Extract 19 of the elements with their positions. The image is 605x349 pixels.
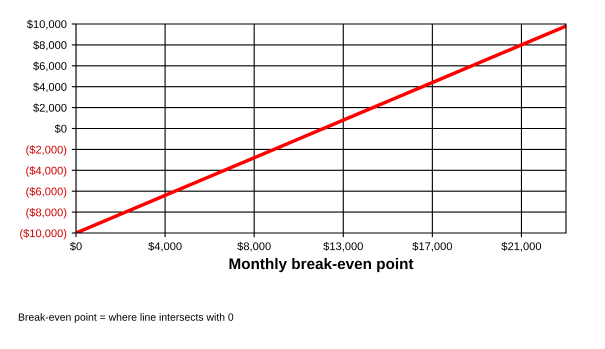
y-tick-label: $6,000 [33, 62, 67, 72]
y-tick-label: $10,000 [26, 20, 67, 30]
y-tick-label: $8,000 [33, 40, 67, 50]
x-tick-label: $4,000 [148, 242, 182, 252]
y-tick-label: $0 [54, 124, 67, 134]
y-tick-label: ($8,000) [26, 208, 66, 219]
x-tick-label: $0 [70, 242, 82, 251]
y-tick-label: $4,000 [33, 82, 67, 92]
y-tick-label: ($6,000) [26, 187, 66, 198]
text: Break-even point = where line intersects with 0 [18, 313, 234, 323]
x-axis-title: Monthly break-even point [230, 258, 414, 272]
y-tick-label: ($4,000) [26, 166, 66, 177]
x-tick-label: $21,000 [501, 242, 542, 252]
x-tick-label: $13,000 [323, 242, 363, 252]
y-tick-label: ($10,000) [20, 228, 66, 240]
y-tick-label: ($2,000) [26, 145, 66, 156]
y-tick-label: $2,000 [33, 103, 67, 114]
x-tick-label: $17,000 [412, 242, 452, 252]
x-tick-label: $8,000 [237, 242, 271, 252]
